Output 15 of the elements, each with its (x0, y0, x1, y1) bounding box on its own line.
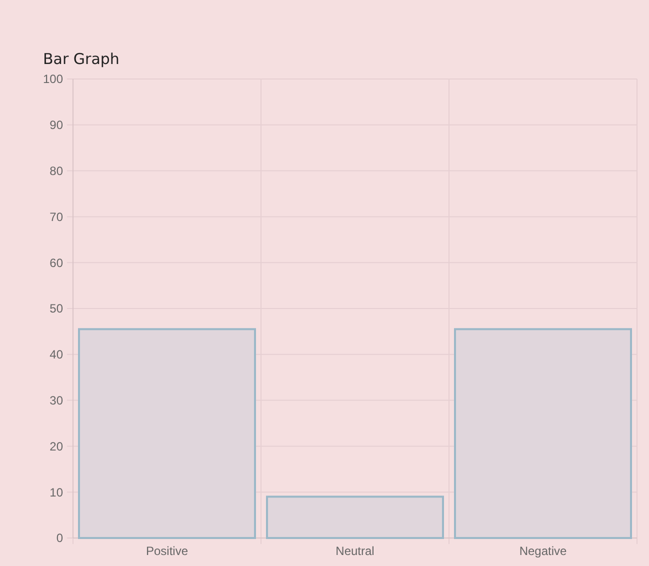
y-tick-label: 100 (42, 72, 64, 86)
x-tick-label: Neutral (336, 544, 374, 558)
y-tick-label: 0 (56, 531, 64, 546)
y-tick-label: 40 (50, 348, 64, 362)
x-tick-label: Negative (519, 544, 567, 558)
y-tick-label: 10 (50, 485, 64, 500)
y-tick-label: 70 (50, 210, 64, 224)
y-tick-label: 60 (50, 256, 64, 270)
y-tick-label: 90 (50, 118, 64, 132)
y-tick-label: 30 (50, 394, 64, 408)
y-tick-label: 50 (50, 302, 64, 316)
y-tick-label: 80 (50, 164, 64, 178)
chart-title: Bar Graph (43, 50, 120, 68)
y-tick-label: 20 (50, 439, 64, 454)
x-tick-label: Positive (146, 544, 188, 558)
